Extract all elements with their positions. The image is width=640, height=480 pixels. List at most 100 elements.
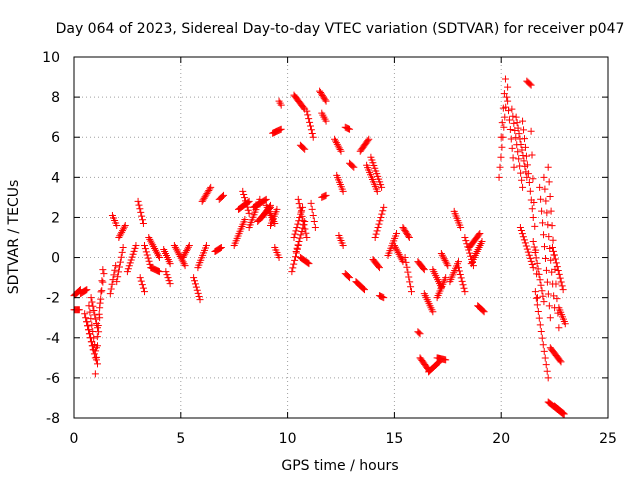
data-point	[531, 222, 539, 230]
data-point	[346, 274, 354, 282]
data-point	[191, 277, 199, 285]
data-point	[301, 145, 309, 153]
data-point	[555, 270, 563, 278]
data-point	[139, 216, 147, 224]
data-point	[275, 254, 283, 262]
data-point	[145, 257, 153, 265]
data-point	[534, 294, 542, 302]
data-point	[108, 280, 116, 288]
data-point	[504, 83, 512, 91]
data-point	[95, 310, 103, 318]
data-point	[415, 329, 423, 337]
data-point	[332, 139, 340, 147]
y-tick-label: 6	[51, 130, 60, 146]
data-point	[529, 213, 537, 221]
data-point	[557, 278, 565, 286]
data-point	[277, 125, 285, 133]
data-point	[375, 220, 383, 228]
data-point	[475, 231, 483, 239]
data-point	[310, 217, 318, 225]
data-point	[92, 347, 100, 355]
data-point	[548, 244, 556, 252]
data-point	[380, 294, 388, 302]
data-point	[87, 294, 95, 302]
data-point	[129, 250, 137, 258]
data-point	[302, 229, 310, 237]
data-point	[92, 344, 100, 352]
data-point	[308, 129, 316, 137]
data-point	[91, 340, 99, 348]
data-point	[523, 245, 531, 253]
data-point	[420, 266, 428, 274]
x-axis-label: GPS time / hours	[281, 458, 398, 474]
y-tick-label: -6	[46, 371, 60, 387]
data-point	[322, 191, 330, 199]
data-point	[559, 286, 567, 294]
data-point	[335, 144, 343, 152]
data-point	[556, 357, 564, 365]
data-point	[297, 208, 305, 216]
data-point	[401, 226, 409, 234]
data-point	[553, 263, 561, 271]
data-point	[523, 161, 531, 169]
data-point	[301, 225, 309, 233]
data-point	[516, 223, 524, 231]
data-point	[318, 91, 326, 99]
data-point	[116, 232, 124, 240]
y-tick-label: 8	[51, 90, 60, 106]
data-point	[543, 209, 551, 217]
data-point	[528, 205, 536, 213]
data-point	[138, 212, 146, 220]
data-point	[217, 244, 225, 252]
data-point	[172, 245, 180, 253]
data-point	[402, 258, 410, 266]
data-point	[390, 242, 398, 250]
data-point	[555, 324, 563, 332]
data-point	[521, 239, 529, 247]
data-point	[195, 293, 203, 301]
data-point	[193, 286, 201, 294]
data-point	[546, 192, 554, 200]
data-point	[304, 111, 312, 119]
data-point	[296, 204, 304, 212]
data-point	[403, 263, 411, 271]
data-point	[84, 322, 92, 330]
data-point	[536, 276, 544, 284]
data-point	[495, 173, 503, 181]
data-point	[531, 288, 539, 296]
data-point	[534, 265, 542, 273]
data-point	[419, 264, 427, 272]
data-point	[526, 187, 534, 195]
data-point	[88, 321, 96, 329]
data-point	[337, 147, 345, 155]
data-point	[294, 195, 302, 203]
data-point	[349, 162, 357, 170]
data-point	[442, 356, 450, 364]
data-point	[90, 334, 98, 342]
data-point	[309, 133, 317, 141]
data-point	[241, 194, 249, 202]
data-point	[90, 350, 98, 358]
data-point	[394, 249, 402, 257]
data-point	[81, 287, 89, 295]
data-point	[139, 284, 147, 292]
data-point	[556, 274, 564, 282]
data-point	[294, 241, 302, 249]
data-point	[291, 230, 299, 238]
data-point	[560, 410, 568, 418]
data-point	[524, 248, 532, 256]
data-point	[117, 230, 125, 238]
data-point	[393, 247, 401, 255]
data-point	[514, 124, 522, 132]
data-point	[536, 321, 544, 329]
data-point	[216, 245, 224, 253]
data-point	[116, 258, 124, 266]
data-point	[462, 237, 470, 245]
data-point	[517, 141, 525, 149]
data-point	[83, 318, 91, 326]
data-point	[547, 256, 555, 264]
data-point	[549, 236, 557, 244]
data-point	[543, 278, 551, 286]
data-point	[82, 314, 90, 322]
data-point	[391, 243, 399, 251]
